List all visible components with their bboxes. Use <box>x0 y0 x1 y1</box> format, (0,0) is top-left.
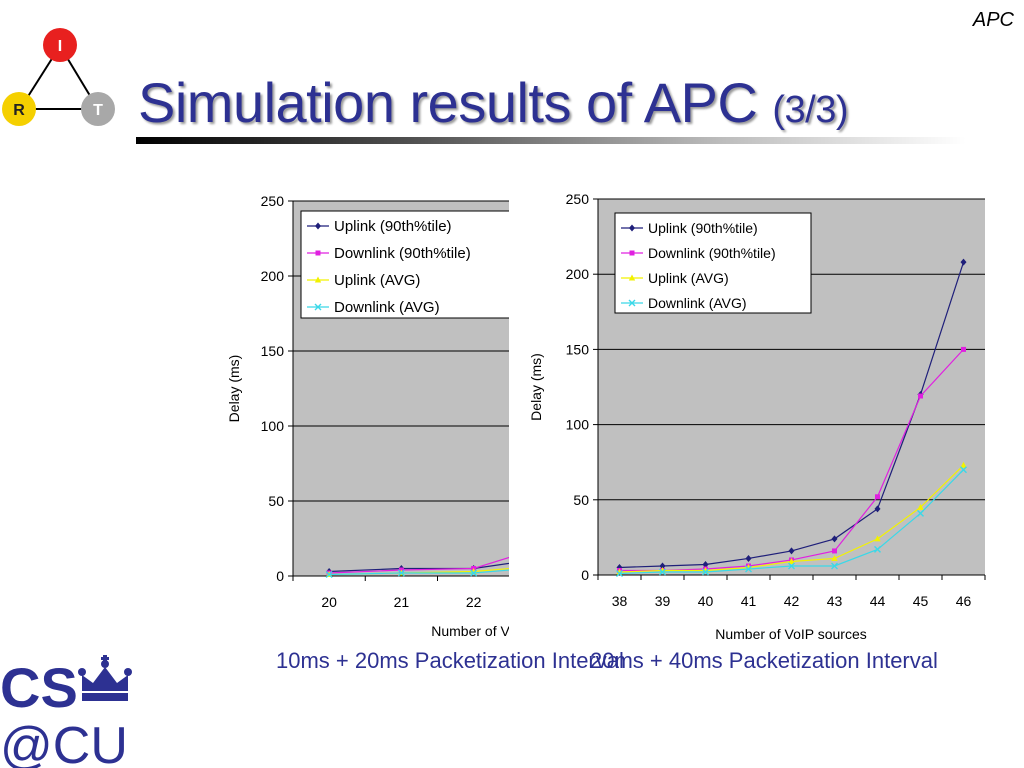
chart-right-y-tick-label: 50 <box>573 492 589 508</box>
chart-left-y-axis-label: Delay (ms) <box>226 355 242 423</box>
chart-right-x-tick-label: 39 <box>655 593 671 609</box>
chart-right-legend-marker <box>628 299 636 307</box>
chart-right-data-point <box>831 562 838 570</box>
chart-left-y-tick-label: 150 <box>261 343 285 359</box>
chart-left-data-point <box>325 571 333 578</box>
chart-left-svg: 05010015020025020212223Uplink (90th%tile… <box>226 193 509 639</box>
chart-left-x-axis-label: Number of VoIP sources <box>431 623 509 639</box>
caption-left: 10ms + 20ms Packetization Interval <box>276 648 624 673</box>
chart-right-data-point <box>917 509 924 517</box>
irt-logo: I R T <box>2 28 115 126</box>
chart-left-legend-marker <box>315 222 321 230</box>
chart-right-data-point <box>874 535 881 542</box>
chart-left-legend-marker <box>314 276 322 283</box>
chart-right-y-tick-label: 200 <box>566 266 590 282</box>
chart-right-data-point <box>659 568 666 576</box>
chart-right-data-point <box>702 560 709 568</box>
chart-left-legend-label: Uplink (90th%tile) <box>334 218 452 235</box>
chart-right-data-point <box>960 461 967 468</box>
chart-right-y-axis-label: Delay (ms) <box>528 353 544 421</box>
chart-left-x-tick-label: 22 <box>466 594 482 610</box>
logo-node-left: R <box>2 92 36 126</box>
chart-right-data-point <box>960 258 967 266</box>
chart-right-data-point <box>745 554 752 562</box>
logo-node-right: T <box>81 92 115 126</box>
chart-left-legend-label: Uplink (AVG) <box>334 272 420 289</box>
chart-right-legend-label: Uplink (90th%tile) <box>648 220 758 236</box>
cs-cu-logo: CS @CU <box>0 655 132 768</box>
chart-right-x-tick-label: 43 <box>827 593 843 609</box>
chart-left-legend-marker <box>315 250 321 256</box>
chart-left-y-tick-label: 100 <box>261 418 285 434</box>
chart-right-x-axis-label: Number of VoIP sources <box>715 626 866 642</box>
corner-tag: APC <box>972 9 1014 31</box>
chart-left-x-tick-label: 20 <box>321 594 337 610</box>
chart-right-data-point <box>874 545 881 553</box>
chart-right-x-tick-label: 45 <box>913 593 929 609</box>
chart-right-data-point <box>961 346 966 352</box>
chart-right-data-point <box>702 568 709 576</box>
chart-right-legend-label: Downlink (AVG) <box>648 295 747 311</box>
chart-right-data-point <box>659 562 666 570</box>
chart-right-data-point <box>745 565 752 573</box>
chart-right-data-point <box>788 562 795 570</box>
logo-node-top: I <box>43 28 77 62</box>
caption-right: 20ms + 40ms Packetization Interval <box>590 648 938 673</box>
chart-right-data-point <box>960 466 967 474</box>
chart-left-legend-label: Downlink (AVG) <box>334 299 440 316</box>
svg-text:CS: CS <box>0 656 78 719</box>
chart-right-legend-label: Downlink (90th%tile) <box>648 245 776 261</box>
chart-right-x-tick-label: 42 <box>784 593 800 609</box>
chart-left-series-line-0 <box>329 562 509 573</box>
chart-right-legend-marker <box>629 250 635 256</box>
crown-icon <box>78 655 132 701</box>
svg-text:@CU: @CU <box>0 717 128 768</box>
chart-left-y-tick-label: 0 <box>276 568 284 584</box>
chart-right-data-point <box>918 393 923 399</box>
chart-right-x-tick-label: 46 <box>956 593 972 609</box>
chart-right-x-tick-label: 38 <box>612 593 628 609</box>
chart-left-legend-marker <box>314 303 322 311</box>
chart-right-y-tick-label: 150 <box>566 341 590 357</box>
chart-left-series-line-1 <box>329 556 509 574</box>
chart-right-data-point <box>917 503 924 510</box>
chart-left-x-tick-label: 21 <box>394 594 410 610</box>
chart-left-data-point <box>470 569 478 577</box>
chart-right-data-point <box>788 547 795 555</box>
svg-text:I: I <box>58 38 62 55</box>
chart-right-legend-marker <box>628 274 636 281</box>
chart-right-y-tick-label: 0 <box>581 567 589 583</box>
chart-right-data-point <box>831 535 838 543</box>
chart-left-legend-label: Downlink (90th%tile) <box>334 245 471 262</box>
chart-right-data-point <box>875 494 880 500</box>
chart-right-data-point <box>616 570 623 577</box>
chart-right-legend-label: Uplink (AVG) <box>648 270 729 286</box>
chart-right-data-point <box>832 548 837 554</box>
chart-left-y-tick-label: 200 <box>261 268 285 284</box>
svg-text:R: R <box>13 102 25 119</box>
chart-right-svg: 0 50 100 150 200 250 38 39 40 41 42 43 44 45 46 Uplink … <box>528 191 986 642</box>
chart-right-x-tick-label: 40 <box>698 593 714 609</box>
chart-right-data-point <box>874 505 881 513</box>
chart-right-legend-marker <box>629 224 635 232</box>
chart-right-x-tick-label: 41 <box>741 593 757 609</box>
page-title-part: (3/3) <box>772 89 849 131</box>
chart-left-y-tick-label: 50 <box>268 493 284 509</box>
chart-left-data-point <box>397 569 405 577</box>
page-title-main: Simulation results of APC <box>138 71 773 134</box>
chart-right-y-tick-label: 250 <box>566 191 590 207</box>
chart-right: 0 50 100 150 200 250 38 39 40 41 42 43 44 45 46 Uplink … <box>522 182 1002 647</box>
chart-left-y-tick-label: 250 <box>261 193 285 209</box>
chart-left-series-line-3 <box>329 569 509 576</box>
page-title: Simulation results of APC (3/3) <box>138 70 849 135</box>
chart-right-data-point <box>831 554 838 561</box>
chart-left: 05010015020025020212223Uplink (90th%tile… <box>220 182 509 644</box>
chart-right-x-tick-label: 44 <box>870 593 886 609</box>
chart-right-legend-box <box>614 212 812 314</box>
title-underline <box>136 137 966 144</box>
chart-right-data-point <box>788 557 795 564</box>
chart-right-y-tick-label: 100 <box>566 417 590 433</box>
chart-left-legend-box <box>300 210 509 319</box>
svg-text:T: T <box>93 102 103 119</box>
